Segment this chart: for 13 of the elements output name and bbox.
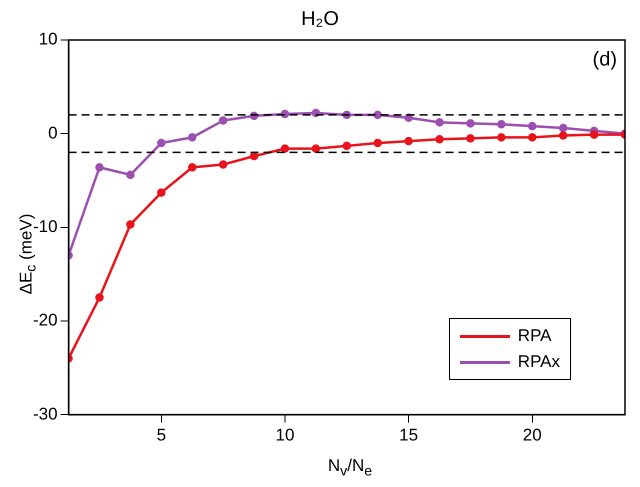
x-tick-label: 15 — [399, 425, 418, 444]
x-axis-title: N$_{v}$/N$_{e}$ — [326, 456, 374, 480]
x-tick-label: 5 — [156, 425, 166, 444]
y-tick-label: 0 — [48, 123, 58, 142]
y-tick-label: 10 — [38, 30, 58, 49]
chart-title: H₂O — [300, 8, 340, 31]
legend-label: RPA — [518, 326, 552, 346]
legend-label: RPAx — [518, 352, 560, 372]
y-tick-label: -30 — [32, 404, 58, 424]
x-tick-label: 20 — [522, 425, 542, 444]
y-tick-label: -20 — [32, 310, 58, 330]
annotation: (d) — [592, 48, 617, 71]
x-tick-label: 10 — [276, 425, 294, 444]
